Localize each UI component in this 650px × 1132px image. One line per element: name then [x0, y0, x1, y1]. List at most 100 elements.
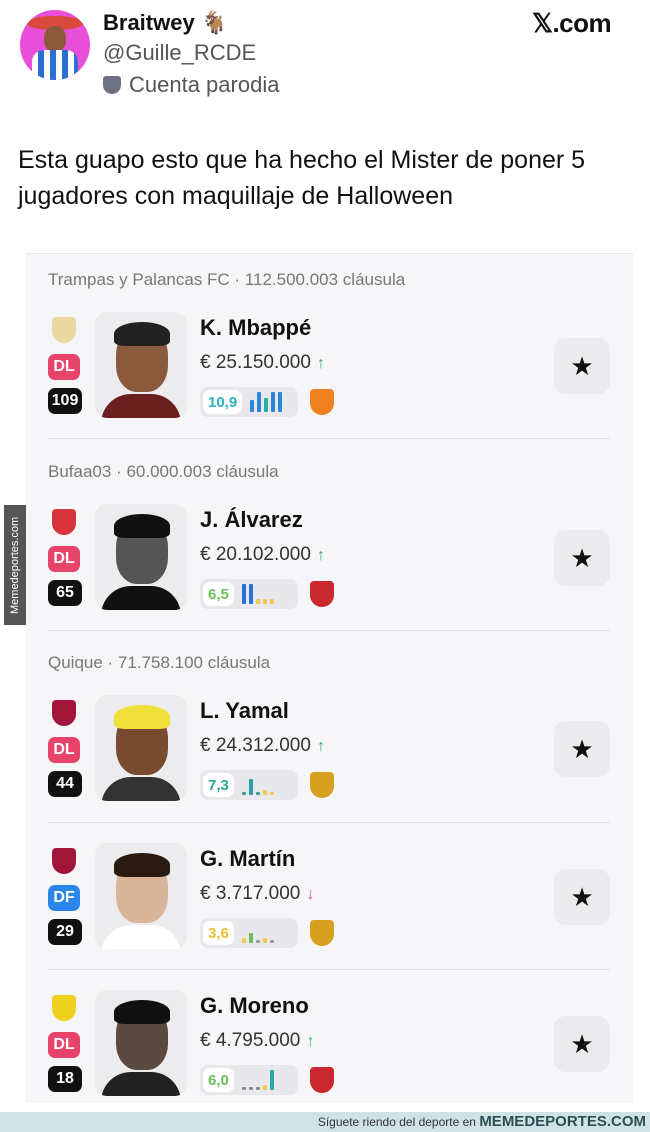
club-crest-icon: [52, 509, 76, 535]
player-name[interactable]: G. Martín: [200, 846, 296, 871]
rating-bar: [264, 398, 269, 412]
rating-bar: [255, 1087, 260, 1090]
rating-bar: [269, 599, 274, 604]
divider: [48, 630, 610, 631]
rating-bar: [278, 392, 283, 412]
rating-value: 10,9: [203, 390, 243, 414]
price-value: € 24.312.000: [200, 735, 311, 756]
rating-bar: [255, 940, 260, 943]
opponent-crest-icon: [310, 772, 334, 798]
owner-clause: Trampas y Palancas FC · 112.500.003 cláu…: [48, 270, 406, 289]
price-value: € 25.150.000: [200, 352, 311, 373]
parody-text: Cuenta parodia: [129, 72, 280, 97]
trend-arrow-icon: ↑: [316, 738, 325, 755]
form-bars: [250, 392, 283, 412]
player-photo[interactable]: [95, 843, 187, 949]
position-badge: DL: [48, 1032, 80, 1058]
rating-bar: [262, 790, 267, 795]
price-value: € 3.717.000: [200, 883, 301, 904]
rating-bar: [255, 599, 260, 604]
player-price: € 4.795.000 ↑: [200, 1030, 314, 1052]
rating-bar: [248, 1087, 253, 1090]
form-bars: [241, 1070, 274, 1090]
player-photo[interactable]: [95, 312, 187, 418]
parody-label: Cuenta parodia: [103, 72, 279, 98]
club-crest-icon: [52, 848, 76, 874]
mask-icon: [103, 76, 121, 94]
rating-value: 6,0: [203, 1068, 234, 1092]
rating-bar: [271, 392, 276, 412]
trend-arrow-icon: ↑: [316, 355, 325, 372]
rating-bar: [262, 1085, 267, 1090]
player-price: € 24.312.000 ↑: [200, 735, 325, 757]
player-photo[interactable]: [95, 695, 187, 801]
player-photo[interactable]: [95, 990, 187, 1096]
player-name[interactable]: G. Moreno: [200, 993, 309, 1018]
handle[interactable]: @Guille_RCDE: [103, 40, 257, 65]
divider: [48, 438, 610, 439]
rating-bar: [262, 938, 267, 943]
favorite-star-button[interactable]: ★: [554, 338, 610, 394]
rating-box: 10,9: [200, 387, 298, 417]
rating-bar: [257, 392, 262, 412]
favorite-star-button[interactable]: ★: [554, 869, 610, 925]
rating-bar: [250, 400, 255, 412]
trend-arrow-icon: ↑: [316, 547, 325, 564]
rating-bar: [241, 584, 246, 604]
form-bars: [241, 923, 274, 943]
points-badge: 18: [48, 1066, 82, 1092]
opponent-crest-icon: [310, 1067, 334, 1093]
owner-clause: Quique · 71.758.100 cláusula: [48, 653, 271, 672]
position-badge: DL: [48, 354, 80, 380]
position-badge: DL: [48, 546, 80, 572]
opponent-crest-icon: [310, 581, 334, 607]
player-name[interactable]: K. Mbappé: [200, 315, 312, 340]
player-name[interactable]: L. Yamal: [200, 698, 289, 723]
rating-value: 6,5: [203, 582, 234, 606]
rating-box: 6,0: [200, 1065, 298, 1095]
player-price: € 20.102.000 ↑: [200, 544, 325, 566]
star-icon: ★: [570, 881, 594, 912]
price-value: € 20.102.000: [200, 544, 311, 565]
rating-bar: [269, 792, 274, 795]
points-badge: 29: [48, 919, 82, 945]
rating-bar: [241, 792, 246, 795]
display-name[interactable]: Braitwey 🐐: [103, 10, 229, 35]
form-bars: [241, 775, 274, 795]
rating-box: 6,5: [200, 579, 298, 609]
rating-bar: [248, 779, 253, 795]
player-price: € 3.717.000 ↓: [200, 883, 314, 905]
favorite-star-button[interactable]: ★: [554, 530, 610, 586]
divider: [48, 822, 610, 823]
footer-banner: Síguete riendo del deporte en MEMEDEPORT…: [0, 1112, 650, 1132]
club-crest-icon: [52, 700, 76, 726]
trend-arrow-icon: ↑: [306, 1033, 315, 1050]
player-name[interactable]: J. Álvarez: [200, 507, 303, 532]
player-price: € 25.150.000 ↑: [200, 352, 325, 374]
footer-text: Síguete riendo del deporte en: [317, 1115, 480, 1129]
rating-value: 7,3: [203, 773, 234, 797]
star-icon: ★: [570, 1028, 594, 1059]
divider: [48, 969, 610, 970]
star-icon: ★: [570, 350, 594, 381]
rating-bar: [269, 1070, 274, 1090]
rating-bar: [262, 599, 267, 604]
favorite-star-button[interactable]: ★: [554, 721, 610, 777]
rating-bar: [269, 940, 274, 943]
trend-arrow-icon: ↓: [306, 886, 315, 903]
tweet-text: Esta guapo esto que ha hecho el Mister d…: [18, 146, 586, 210]
rating-box: 3,6: [200, 918, 298, 948]
points-badge: 109: [48, 388, 82, 414]
player-photo[interactable]: [95, 504, 187, 610]
rating-value: 3,6: [203, 921, 234, 945]
form-bars: [241, 584, 274, 604]
points-badge: 65: [48, 580, 82, 606]
rating-bar: [248, 933, 253, 943]
favorite-star-button[interactable]: ★: [554, 1016, 610, 1072]
position-badge: DL: [48, 737, 80, 763]
rating-bar: [241, 938, 246, 943]
rating-bar: [255, 792, 260, 795]
rating-bar: [248, 584, 253, 604]
opponent-crest-icon: [310, 920, 334, 946]
avatar[interactable]: [20, 10, 90, 80]
